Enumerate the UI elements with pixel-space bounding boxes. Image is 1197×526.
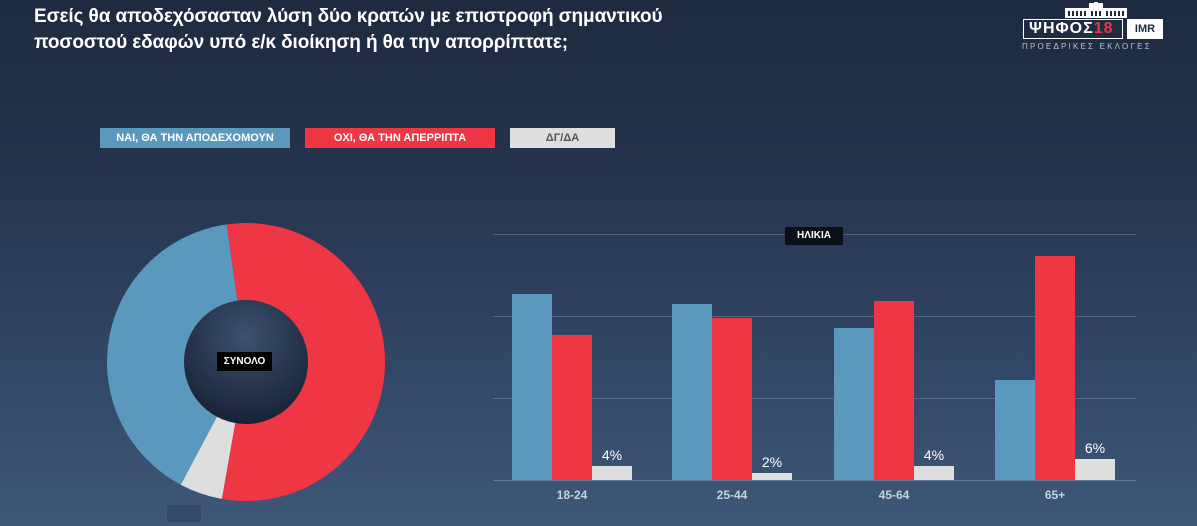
category-label: 25-44 [716,488,748,502]
bar-dk [592,466,632,480]
bar-no [712,318,752,480]
legend-yes: ΝΑΙ, ΘΑ ΤΗΝ ΑΠΟΔΕΧΟΜΟΥΝ [100,128,290,148]
bar-yes [672,304,712,480]
bar-yes [512,294,552,480]
logo-subtitle: ΠΡΟΕΔΡΙΚΕΣ ΕΚΛΟΓΕΣ [1022,42,1152,51]
bar-dk [1075,459,1115,480]
category-label: 65+ [1044,488,1066,502]
bar-value-label: 2% [761,454,783,470]
donut-caption-box [167,505,201,522]
logo-text: ΨΗΦΟΣ [1029,20,1094,37]
logo: ΨΗΦΟΣ18 IMR ΠΡΟΕΔΡΙΚΕΣ ΕΚΛΟΓΕΣ [1020,2,1170,54]
category-label: 18-24 [556,488,588,502]
bar-no [874,301,914,480]
bar-dk [914,466,954,480]
bar-value-label: 4% [601,447,623,463]
bar-no [552,335,592,480]
bar-group-title: ΗΛΙΚΙΑ [785,227,843,245]
legend-no: ΟΧΙ, ΘΑ ΤΗΝ ΑΠΕΡΡΙΠΤΑ [305,128,495,148]
category-label: 45-64 [878,488,910,502]
bar-dk [752,473,792,480]
donut-label: ΣΥΝΟΛΟ [217,352,272,371]
x-axis [493,480,1136,481]
partner-logo: IMR [1127,19,1163,39]
donut-slice [107,224,246,485]
gridline [493,316,1136,317]
bar-value-label: 6% [1084,440,1106,456]
legend-dk: ΔΓ/ΔΑ [510,128,615,148]
donut-chart [107,223,385,501]
building-icon [1065,2,1127,18]
bar-yes [995,380,1035,480]
bar-no [1035,256,1075,480]
logo-number: 18 [1093,20,1114,37]
bar-value-label: 4% [923,447,945,463]
chart-title: Εσείς θα αποδεχόσασταν λύση δύο κρατών μ… [34,6,663,53]
gridline [493,398,1136,399]
bar-yes [834,328,874,480]
logo-title: ΨΗΦΟΣ18 [1023,19,1123,39]
